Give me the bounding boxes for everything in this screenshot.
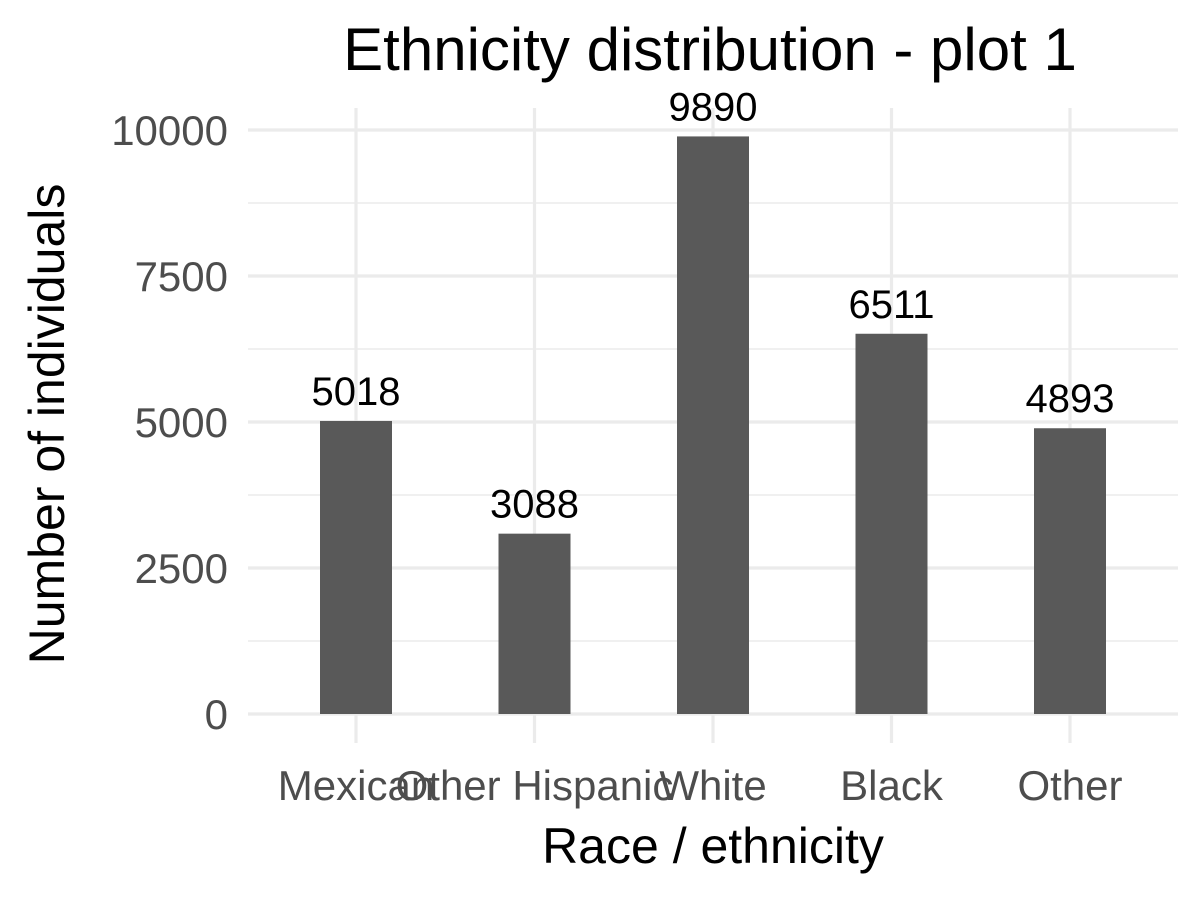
- x-axis-title: Race / ethnicity: [542, 818, 884, 874]
- bar: [320, 420, 392, 714]
- bar-value-label: 6511: [848, 283, 934, 327]
- y-tick-label: 10000: [111, 107, 228, 154]
- y-tick-label: 2500: [135, 545, 228, 592]
- bar: [498, 533, 571, 714]
- x-tick-label: Other Hispanic: [396, 762, 674, 809]
- bar-value-label: 3088: [490, 483, 579, 527]
- bar-value-label: 5018: [312, 370, 401, 414]
- x-tick-label: Other: [1017, 762, 1122, 809]
- y-tick-label: 7500: [135, 253, 228, 300]
- bars: [320, 136, 1106, 714]
- y-axis-ticks: 0 2500 5000 7500 10000: [111, 107, 228, 738]
- x-tick-label: Mexican: [278, 762, 434, 809]
- y-tick-label: 5000: [135, 399, 228, 446]
- bar: [1034, 428, 1106, 714]
- y-axis-title: Number of individuals: [19, 184, 75, 665]
- x-tick-label: White: [659, 762, 766, 809]
- bar: [677, 136, 749, 714]
- bar: [855, 333, 928, 714]
- x-tick-label: Black: [840, 762, 944, 809]
- bar-labels: 5018 3088 9890 6511 4893: [312, 85, 1115, 526]
- chart-title: Ethnicity distribution - plot 1: [343, 16, 1077, 83]
- y-tick-label: 0: [205, 691, 228, 738]
- bar-value-label: 9890: [669, 85, 758, 129]
- bar-value-label: 4893: [1026, 377, 1115, 421]
